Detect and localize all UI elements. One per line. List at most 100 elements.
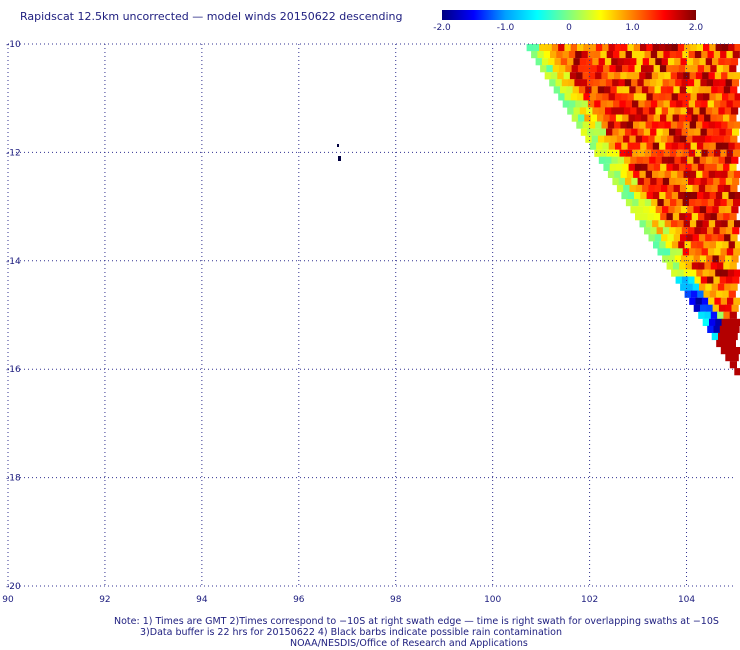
y-tick-label: -12 bbox=[6, 148, 21, 158]
swath-cell bbox=[707, 325, 715, 333]
swath-cell bbox=[723, 213, 731, 221]
swath-cell bbox=[730, 86, 738, 94]
swath-cell bbox=[709, 241, 717, 249]
swath-cell bbox=[696, 93, 704, 101]
swath-cell bbox=[678, 241, 686, 249]
swath-cell bbox=[688, 177, 696, 186]
swath-cell bbox=[725, 255, 733, 263]
swath-cell bbox=[630, 206, 638, 214]
swath-cell bbox=[600, 149, 608, 157]
swath-cell bbox=[705, 234, 713, 242]
swath-cell bbox=[683, 72, 691, 80]
swath-cell bbox=[731, 156, 739, 164]
swath-cell bbox=[577, 65, 586, 73]
swath-cell bbox=[612, 128, 620, 136]
swath-cell bbox=[677, 170, 685, 178]
swath-cell bbox=[541, 58, 550, 66]
swath-cell bbox=[724, 58, 732, 66]
swath-cell bbox=[690, 290, 699, 298]
swath-cell bbox=[645, 121, 653, 129]
swath-cell bbox=[734, 142, 740, 150]
swath-cell bbox=[668, 156, 676, 164]
swath-cell bbox=[733, 297, 740, 305]
swath-cell bbox=[544, 72, 552, 80]
swath-cell bbox=[609, 65, 617, 73]
swath-cell bbox=[727, 297, 735, 305]
swath-cell bbox=[605, 107, 613, 115]
swath-cell bbox=[648, 135, 656, 143]
swath-cell bbox=[683, 121, 691, 129]
swath-cell bbox=[734, 241, 740, 249]
swath-cell bbox=[682, 149, 690, 157]
swath-cell bbox=[548, 58, 556, 66]
swath-cell bbox=[575, 51, 583, 59]
swath-cell bbox=[645, 170, 653, 178]
swath-cell bbox=[692, 184, 700, 193]
swath-cell bbox=[559, 65, 567, 73]
swath-cell bbox=[599, 128, 607, 136]
swath-cell bbox=[670, 72, 678, 80]
swath-cell bbox=[688, 149, 696, 157]
swath-cell bbox=[722, 142, 730, 150]
swath-cell bbox=[669, 227, 677, 235]
swath-cell bbox=[725, 227, 734, 235]
swath-cell bbox=[577, 93, 585, 101]
swath-cell bbox=[679, 262, 687, 270]
swath-cell bbox=[675, 177, 683, 186]
swath-cell bbox=[600, 100, 608, 108]
swath-cell bbox=[698, 184, 706, 193]
swath-cell bbox=[729, 163, 737, 171]
swath-cell bbox=[644, 199, 652, 207]
swath-cell bbox=[549, 79, 557, 87]
swath-cell bbox=[687, 79, 695, 87]
swath-cell bbox=[621, 44, 629, 52]
swath-cell bbox=[634, 192, 642, 200]
x-tick-label: 102 bbox=[581, 595, 598, 605]
swath-cell bbox=[643, 79, 651, 87]
swath-cell bbox=[621, 93, 629, 101]
swath-cell bbox=[583, 93, 591, 101]
swath-cell bbox=[563, 72, 571, 80]
swath-cell bbox=[614, 93, 623, 101]
swath-cell bbox=[715, 44, 723, 52]
swath-cell bbox=[578, 114, 586, 122]
swath-cell bbox=[652, 192, 661, 200]
swath-cell bbox=[608, 142, 616, 150]
swath-cell bbox=[597, 114, 605, 122]
swath-cell bbox=[632, 100, 640, 108]
swath-cell bbox=[715, 269, 723, 277]
swath-cell bbox=[624, 156, 632, 164]
swath-cell bbox=[637, 128, 645, 136]
swath-cell bbox=[728, 93, 736, 101]
swath-cell bbox=[645, 72, 653, 80]
swath-cell bbox=[729, 361, 737, 369]
swath-cell bbox=[539, 44, 547, 52]
swath-cell bbox=[627, 192, 635, 200]
swath-cell bbox=[697, 163, 706, 171]
swath-cell bbox=[585, 86, 593, 94]
swath-cell bbox=[558, 93, 566, 101]
swath-cell bbox=[731, 304, 739, 312]
swath-cell bbox=[724, 184, 732, 193]
swath-cell bbox=[715, 93, 723, 101]
swath-cell bbox=[689, 72, 697, 80]
swath-cell bbox=[618, 79, 626, 87]
swath-cell bbox=[663, 248, 671, 256]
swath-cell bbox=[700, 304, 708, 312]
swath-cell bbox=[702, 170, 710, 178]
swath-cell bbox=[662, 79, 670, 87]
swath-cell bbox=[683, 170, 691, 178]
swath-cell bbox=[707, 227, 715, 235]
swath-cell bbox=[615, 142, 623, 150]
y-tick-label: -20 bbox=[6, 582, 21, 592]
swath-cell bbox=[698, 213, 706, 221]
swath-cell bbox=[717, 262, 725, 270]
swath-cell bbox=[733, 121, 740, 129]
swath-cell bbox=[702, 318, 710, 326]
swath-cell bbox=[709, 142, 717, 150]
swath-cell bbox=[623, 58, 631, 66]
swath-cell bbox=[692, 86, 700, 94]
swath-cell bbox=[558, 44, 566, 52]
colorbar-label: 2.0 bbox=[689, 23, 704, 33]
